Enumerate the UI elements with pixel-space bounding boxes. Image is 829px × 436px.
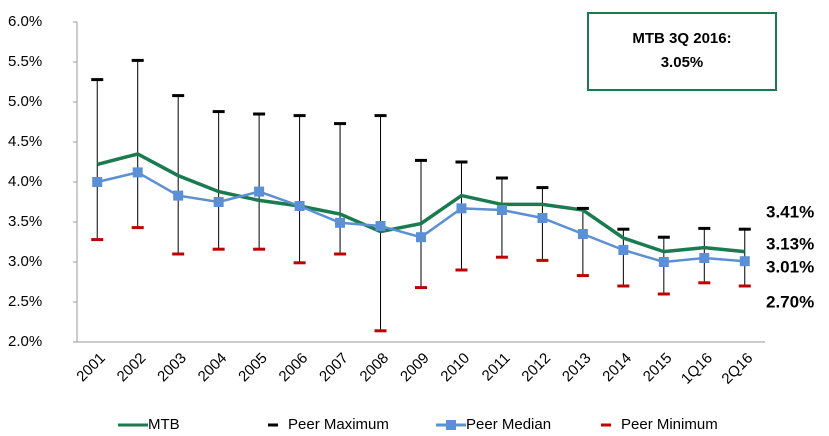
marker — [335, 217, 346, 228]
marker — [537, 213, 548, 223]
legend-symbol — [446, 420, 456, 430]
x-tick-group: 1Q16 — [678, 350, 716, 388]
y-tick-label: 5.0% — [8, 93, 42, 110]
x-tick-group: 2008 — [357, 350, 393, 386]
x-tick-group: 2015 — [640, 350, 676, 386]
x-tick-label: 2013 — [559, 350, 595, 386]
end-label: 2.70% — [766, 292, 814, 311]
marker — [739, 256, 750, 267]
x-tick-label: 2001 — [73, 350, 109, 386]
marker — [496, 205, 507, 215]
x-tick-label: 2003 — [154, 350, 190, 386]
marker — [416, 232, 426, 243]
legend-label: MTB — [148, 416, 180, 433]
x-tick-label: 2009 — [397, 350, 433, 386]
x-tick-label: 2006 — [276, 350, 312, 386]
x-tick-group: 2014 — [599, 350, 635, 386]
marker — [294, 201, 305, 211]
end-label: 3.01% — [766, 257, 814, 276]
x-tick-label: 2007 — [316, 350, 352, 386]
end-label: 3.13% — [766, 234, 814, 253]
marker — [699, 253, 710, 263]
legend-label: Peer Maximum — [288, 416, 389, 433]
marker — [213, 197, 224, 207]
y-tick-label: 4.5% — [8, 133, 42, 150]
x-tick-group: 2005 — [235, 350, 271, 386]
y-tick-label: 4.0% — [8, 173, 42, 190]
x-tick-group: 2003 — [154, 350, 190, 386]
marker — [132, 167, 143, 178]
y-tick-label: 2.0% — [8, 333, 42, 350]
x-tick-label: 2012 — [518, 350, 554, 386]
marker — [375, 221, 386, 231]
x-tick-group: 2001 — [73, 350, 109, 386]
marker — [577, 229, 588, 239]
x-tick-label: 2Q16 — [718, 350, 756, 388]
y-tick-label: 6.0% — [8, 13, 42, 30]
series-line — [96, 152, 745, 254]
x-tick-label: 2015 — [640, 350, 676, 386]
x-tick-group: 2006 — [276, 350, 312, 386]
x-tick-label: 2008 — [357, 350, 393, 386]
x-tick-group: 2002 — [114, 350, 150, 386]
x-tick-group: 2011 — [479, 350, 514, 385]
marker — [254, 186, 265, 197]
x-tick-group: 2009 — [397, 350, 433, 386]
annotation-box — [587, 12, 777, 91]
x-tick-group: 2012 — [518, 350, 554, 386]
y-tick-label: 5.5% — [8, 53, 42, 70]
marker — [658, 257, 669, 267]
x-tick-group: 2013 — [559, 350, 595, 386]
marker — [92, 177, 103, 187]
x-tick-label: 2005 — [235, 350, 271, 386]
y-tick-label: 2.5% — [8, 293, 42, 310]
marker — [456, 203, 467, 214]
annotation-text: MTB 3Q 2016: — [632, 30, 731, 47]
marker — [618, 245, 629, 255]
y-tick-label: 3.0% — [8, 253, 42, 270]
legend-label: Peer Median — [466, 416, 551, 433]
legend-label: Peer Minimum — [621, 416, 718, 433]
annotation-text: 3.05% — [661, 54, 704, 71]
x-tick-label: 2010 — [437, 350, 473, 386]
x-tick-label: 2004 — [195, 350, 231, 386]
x-tick-label: 1Q16 — [678, 350, 716, 388]
end-label: 3.41% — [766, 202, 814, 221]
x-tick-label: 2014 — [599, 350, 635, 386]
x-tick-label: 2011 — [479, 350, 514, 385]
x-tick-group: 2004 — [195, 350, 231, 386]
x-tick-group: 2007 — [316, 350, 352, 386]
y-tick-label: 3.5% — [8, 213, 42, 230]
marker — [173, 190, 184, 201]
x-tick-group: 2Q16 — [718, 350, 756, 388]
x-tick-group: 2010 — [437, 350, 473, 386]
x-tick-label: 2002 — [114, 350, 150, 386]
